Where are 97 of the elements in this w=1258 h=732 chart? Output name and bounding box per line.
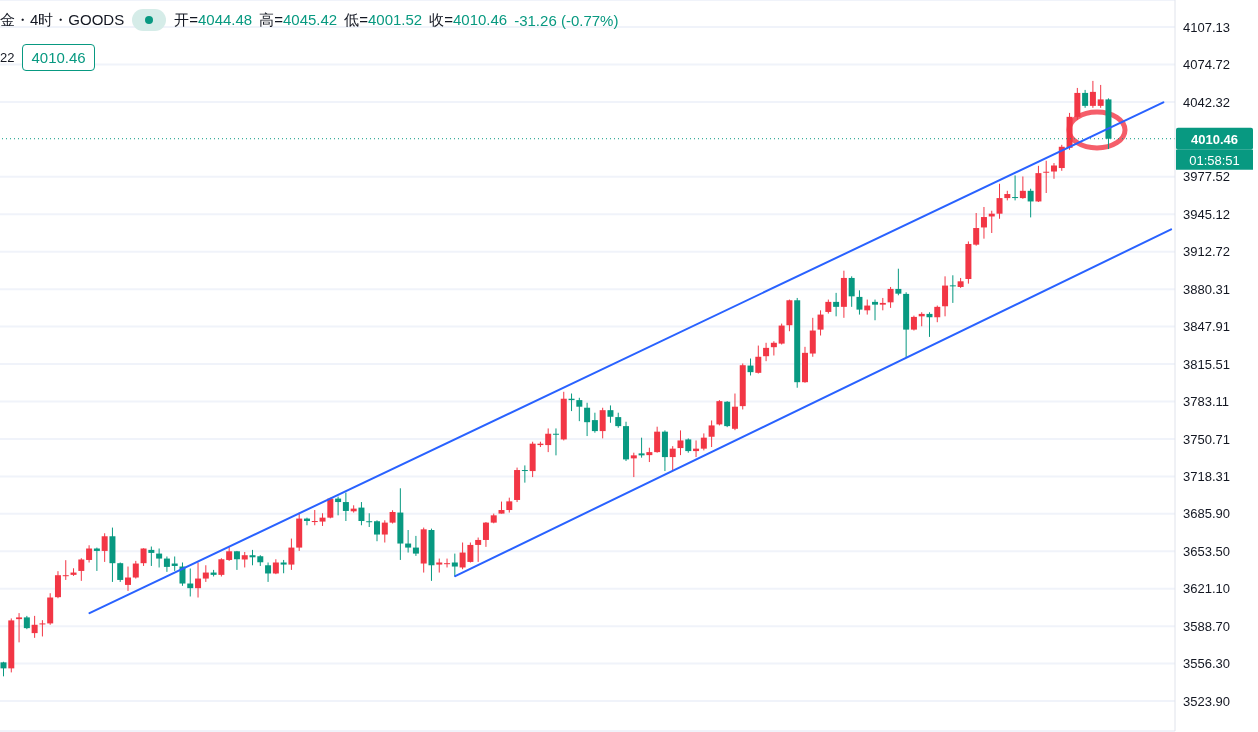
candlestick bbox=[942, 275, 949, 317]
y-tick-label: 3523.90 bbox=[1183, 693, 1230, 709]
ref-line-label: 4010.46 bbox=[1191, 131, 1238, 147]
y-tick-label: 3556.30 bbox=[1183, 656, 1230, 672]
y-tick-label: 3621.10 bbox=[1183, 581, 1230, 597]
candlestick bbox=[872, 299, 879, 321]
y-tick-label: 3912.72 bbox=[1183, 244, 1230, 260]
candlestick bbox=[101, 532, 108, 563]
candlestick bbox=[630, 452, 637, 478]
annotation: 22 bbox=[0, 49, 15, 65]
text: 金・4时・GOODS bbox=[0, 10, 125, 30]
annotation: -31.26 (-0.77%) bbox=[514, 11, 619, 29]
candlestick bbox=[311, 509, 318, 526]
candlestick bbox=[1019, 175, 1026, 200]
annotation: 开=4044.48 bbox=[174, 10, 253, 28]
candlestick bbox=[638, 437, 645, 459]
candlestick bbox=[16, 612, 23, 643]
y-tick-label: 3783.11 bbox=[1183, 394, 1230, 410]
candlestick bbox=[856, 289, 863, 316]
candlestick bbox=[374, 519, 381, 542]
candlestick bbox=[552, 427, 559, 456]
candlestick bbox=[584, 402, 591, 437]
y-tick-label: 4107.13 bbox=[1183, 19, 1230, 35]
candlestick bbox=[778, 323, 785, 346]
candlestick bbox=[591, 412, 598, 434]
candlestick bbox=[716, 399, 723, 426]
candlestick bbox=[451, 553, 458, 577]
candlestick bbox=[731, 393, 738, 431]
y-tick-label: 3977.52 bbox=[1183, 169, 1230, 185]
candlestick bbox=[1043, 160, 1050, 194]
text: 01:58:51 bbox=[1189, 152, 1240, 168]
y-tick-label: 3685.90 bbox=[1183, 506, 1230, 522]
y-tick-label: 3718.31 bbox=[1183, 469, 1230, 484]
candlestick bbox=[521, 464, 528, 484]
candlestick bbox=[54, 570, 61, 599]
candlestick bbox=[980, 206, 987, 240]
candlestick bbox=[148, 546, 155, 567]
candlestick bbox=[156, 548, 163, 568]
candlestick bbox=[926, 311, 933, 338]
annotation: 高=4045.42 bbox=[259, 10, 338, 28]
candlestick bbox=[576, 397, 583, 422]
y-tick-label: 3588.70 bbox=[1183, 618, 1230, 634]
candlestick bbox=[654, 426, 661, 454]
candlestick bbox=[39, 619, 46, 637]
candlestick bbox=[342, 492, 349, 522]
y-tick-label: 3880.31 bbox=[1183, 281, 1230, 297]
candlestick bbox=[1097, 84, 1104, 109]
candlestick bbox=[31, 615, 38, 639]
candlestick bbox=[1012, 174, 1019, 201]
y-tick-label: 3750.71 bbox=[1183, 431, 1230, 447]
candlestick bbox=[770, 340, 777, 356]
y-tick-label: 4074.72 bbox=[1183, 57, 1230, 73]
candlestick bbox=[809, 317, 816, 358]
candlestick bbox=[475, 537, 482, 563]
candlestick bbox=[763, 342, 770, 362]
candlestick bbox=[78, 557, 85, 582]
candlestick bbox=[755, 345, 762, 375]
candlestick bbox=[195, 561, 202, 599]
candlestick bbox=[482, 521, 489, 548]
candlestick bbox=[1074, 87, 1081, 121]
candlestick bbox=[973, 212, 980, 247]
y-tick-label: 4042.32 bbox=[1183, 94, 1230, 110]
candlestick bbox=[412, 535, 419, 557]
candlestick bbox=[288, 538, 295, 571]
candlestick bbox=[358, 501, 365, 526]
candlestick bbox=[1051, 162, 1057, 180]
candlestick bbox=[265, 561, 272, 583]
annotation: 收=4010.46 bbox=[429, 10, 508, 28]
candlestick bbox=[381, 519, 388, 543]
candlestick bbox=[1027, 188, 1034, 218]
y-tick-label: 3945.12 bbox=[1183, 206, 1230, 222]
candlestick bbox=[125, 566, 131, 592]
candlestick bbox=[545, 427, 552, 453]
candlestick bbox=[163, 555, 170, 573]
y-tick-label: 3653.50 bbox=[1183, 543, 1230, 559]
candlestick bbox=[895, 268, 902, 296]
candlestick bbox=[669, 445, 676, 471]
y-tick-label: 3815.51 bbox=[1183, 356, 1230, 372]
candlestick bbox=[833, 292, 840, 317]
candlestick bbox=[817, 309, 824, 337]
candlestick bbox=[444, 558, 451, 568]
candlestick bbox=[677, 429, 684, 456]
candlestick bbox=[949, 274, 956, 304]
candlestick bbox=[887, 286, 894, 309]
candlestick bbox=[1089, 80, 1096, 109]
candlestick bbox=[405, 529, 412, 554]
candlestick bbox=[62, 559, 69, 581]
candlestick bbox=[599, 407, 606, 439]
candlestick bbox=[996, 183, 1003, 220]
candlestick bbox=[117, 561, 124, 583]
annotation: 4010.46 bbox=[22, 43, 95, 71]
candlestick bbox=[848, 275, 855, 308]
candlestick bbox=[218, 557, 225, 577]
candlestick bbox=[366, 512, 373, 528]
y-tick-label: 3847.91 bbox=[1183, 319, 1230, 335]
candlestick bbox=[708, 419, 715, 448]
annotation: 低=4001.52 bbox=[344, 10, 423, 28]
